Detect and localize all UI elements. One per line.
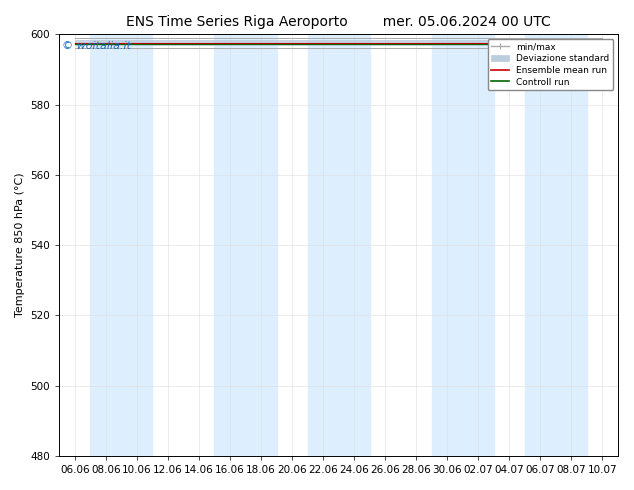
Bar xyxy=(91,34,152,456)
Bar xyxy=(525,34,587,456)
Legend: min/max, Deviazione standard, Ensemble mean run, Controll run: min/max, Deviazione standard, Ensemble m… xyxy=(488,39,613,90)
Title: ENS Time Series Riga Aeroporto        mer. 05.06.2024 00 UTC: ENS Time Series Riga Aeroporto mer. 05.0… xyxy=(126,15,551,29)
Bar xyxy=(432,34,494,456)
Y-axis label: Temperature 850 hPa (°C): Temperature 850 hPa (°C) xyxy=(15,173,25,318)
Bar xyxy=(307,34,370,456)
Bar xyxy=(214,34,276,456)
Text: © woitalia.it: © woitalia.it xyxy=(62,41,131,50)
